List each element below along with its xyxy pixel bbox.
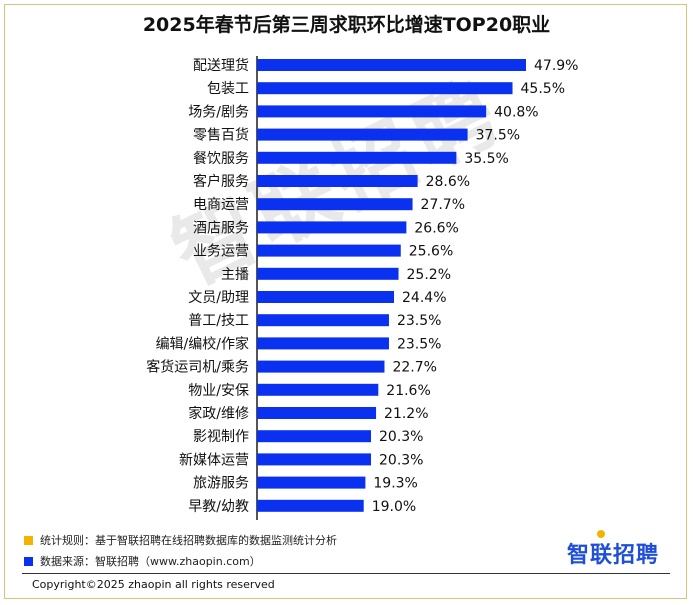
bar	[257, 476, 366, 489]
value-label: 35.5%	[464, 151, 508, 167]
bar	[257, 151, 457, 164]
category-label: 场务/剧务	[188, 104, 249, 120]
brand-logo: 智联招聘	[567, 543, 660, 568]
category-label: 包装工	[207, 81, 249, 97]
value-label: 45.5%	[521, 81, 565, 97]
bar	[257, 82, 513, 95]
category-label: 影视制作	[193, 429, 249, 445]
category-label: 物业/安保	[188, 383, 249, 399]
note-rule-swatch	[24, 535, 33, 545]
category-label: 普工/技工	[188, 313, 249, 329]
value-label: 26.6%	[414, 220, 458, 236]
bar	[257, 430, 372, 443]
bar	[257, 267, 399, 280]
category-label: 家政/维修	[188, 405, 249, 422]
value-label: 19.3%	[373, 476, 417, 492]
chart-title: 2025年春节后第三周求职环比增速TOP20职业	[142, 14, 551, 36]
value-label: 21.2%	[384, 406, 428, 422]
value-label: 25.6%	[409, 244, 453, 260]
category-label: 客户服务	[193, 173, 249, 190]
value-label: 20.3%	[379, 452, 423, 468]
value-label: 20.3%	[379, 429, 423, 445]
value-label: 27.7%	[421, 197, 465, 213]
value-label: 23.5%	[397, 336, 441, 352]
bar	[257, 244, 401, 257]
bar	[257, 221, 407, 234]
category-label: 编辑/编校/作家	[156, 335, 249, 352]
bar	[257, 105, 487, 118]
bar	[257, 499, 364, 512]
bar	[257, 175, 418, 187]
category-label: 酒店服务	[193, 220, 249, 236]
category-label: 客货运司机/乘务	[146, 359, 249, 376]
value-label: 22.7%	[392, 360, 436, 376]
bar	[257, 453, 372, 466]
category-label: 零售百货	[193, 127, 249, 144]
bar	[257, 383, 379, 396]
value-label: 37.5%	[476, 128, 520, 144]
value-label: 21.6%	[386, 383, 430, 399]
bar	[257, 59, 526, 71]
bar	[257, 360, 385, 373]
category-label: 早教/幼教	[188, 499, 249, 515]
category-label: 旅游服务	[193, 476, 249, 492]
value-label: 19.0%	[372, 499, 416, 515]
category-label: 餐饮服务	[193, 151, 249, 167]
note-rule-text: 统计规则：基于智联招聘在线招聘数据库的数据监测统计分析	[40, 534, 337, 547]
brand-logo-dot	[597, 530, 605, 538]
y-axis-line	[256, 56, 258, 520]
note-source-text: 数据来源：智联招聘（www.zhaopin.com）	[40, 555, 261, 568]
value-label: 40.8%	[494, 104, 538, 120]
note-source-swatch	[24, 556, 33, 566]
value-label: 25.2%	[407, 267, 451, 283]
bar	[257, 128, 468, 141]
category-label: 新媒体运营	[179, 452, 249, 468]
value-label: 24.4%	[402, 290, 446, 306]
category-label: 配送理货	[193, 57, 249, 74]
copyright: Copyright©2025 zhaopin all rights reserv…	[32, 578, 275, 591]
category-label: 主播	[221, 267, 249, 283]
bar	[257, 314, 389, 327]
category-label: 电商运营	[193, 197, 249, 213]
bar	[257, 198, 413, 211]
bar	[257, 407, 377, 419]
category-label: 文员/助理	[188, 290, 249, 306]
value-label: 47.9%	[534, 58, 578, 74]
bar	[257, 337, 389, 350]
note-source: 数据来源：智联招聘（www.zhaopin.com）	[24, 553, 261, 569]
note-rule: 统计规则：基于智联招聘在线招聘数据库的数据监测统计分析	[24, 532, 337, 548]
value-label: 23.5%	[397, 313, 441, 329]
bar	[257, 291, 395, 303]
category-label: 业务运营	[193, 244, 249, 260]
value-label: 28.6%	[426, 174, 470, 190]
footer-divider	[22, 573, 670, 575]
